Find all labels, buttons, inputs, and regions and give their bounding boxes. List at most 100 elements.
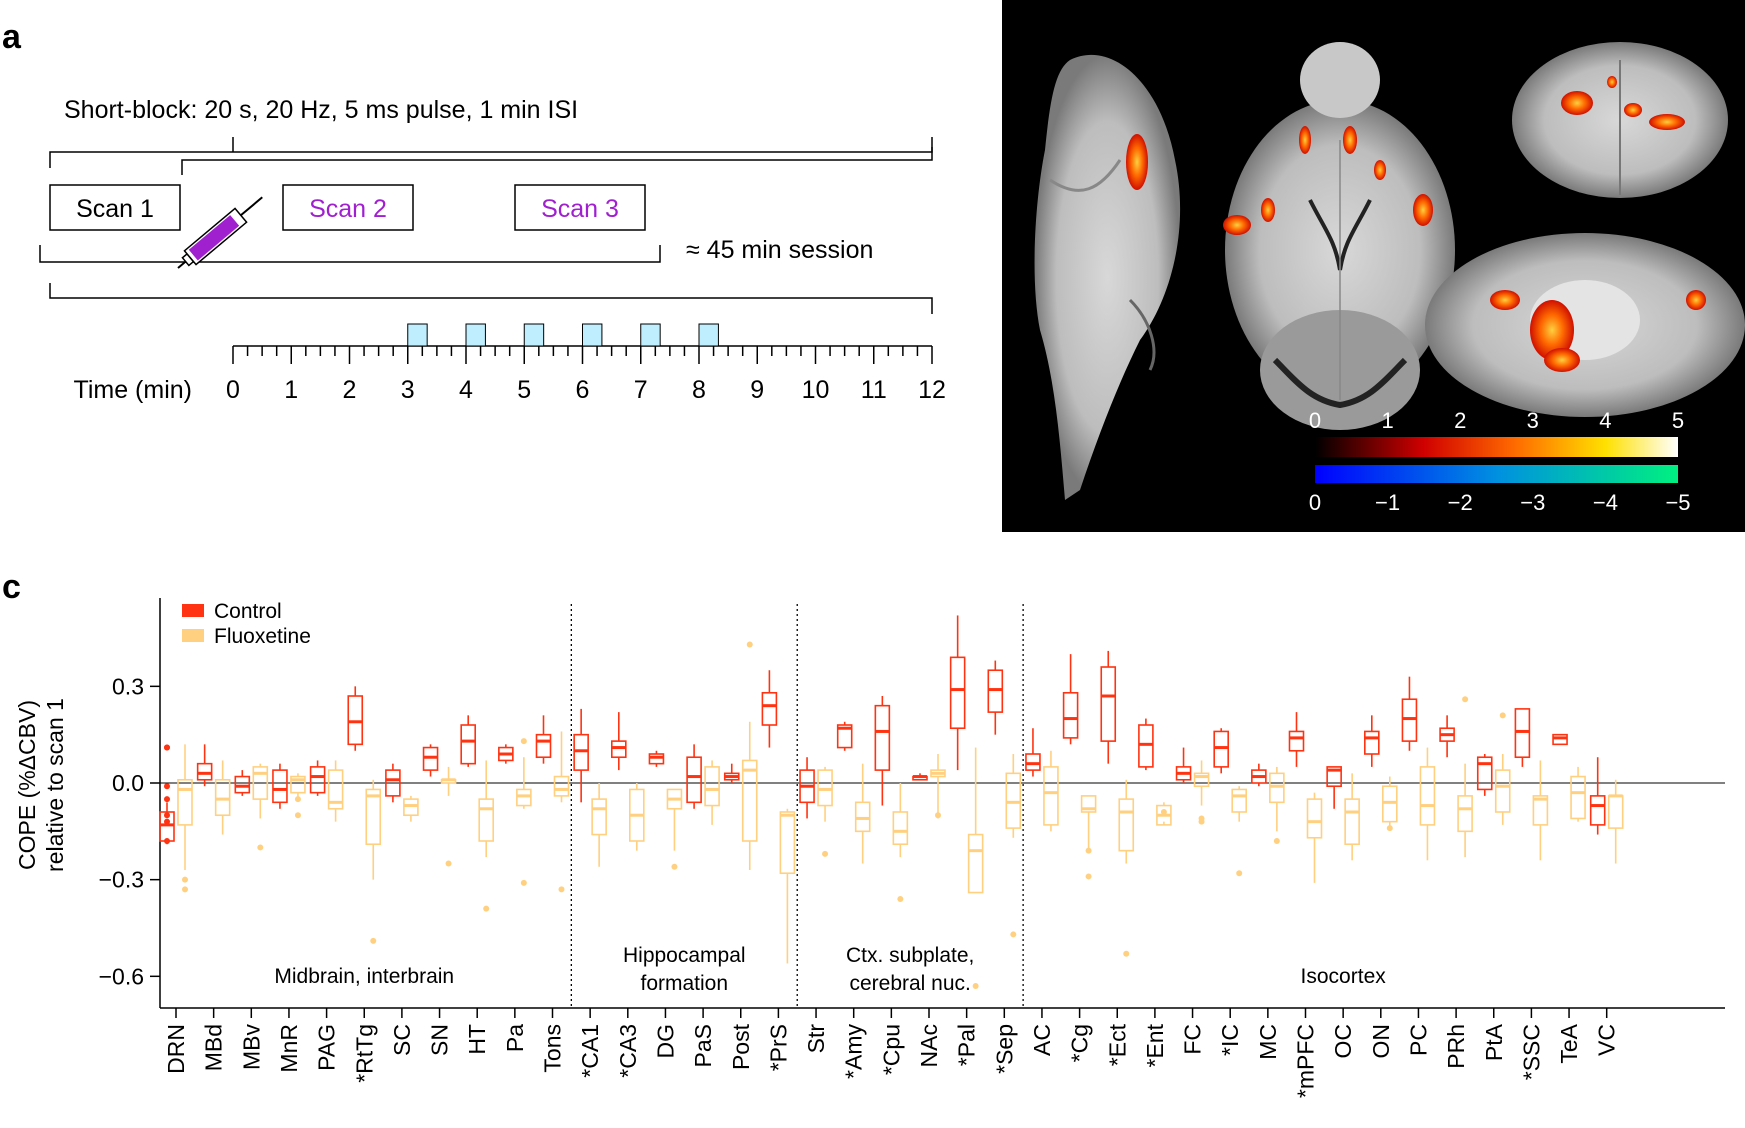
box-iqr	[741, 759, 758, 842]
control-box	[498, 744, 514, 764]
group-label: Isocortex	[1301, 965, 1387, 988]
fluoxetine-box	[214, 760, 231, 835]
box-iqr	[648, 753, 665, 765]
box-iqr	[817, 769, 833, 807]
control-box	[196, 744, 213, 787]
category-label: *Sep	[991, 1024, 1017, 1074]
control-box	[610, 712, 627, 771]
outlier-point	[164, 744, 170, 751]
outlier-point	[182, 886, 188, 893]
fluoxetine-box	[1269, 766, 1285, 832]
category-label: *CA1	[577, 1024, 603, 1078]
outlier-point	[1499, 712, 1506, 719]
fluoxetine-box	[1193, 760, 1210, 806]
colorbar-negative-tick: −5	[1665, 490, 1690, 515]
fluoxetine-box	[892, 783, 909, 858]
group-label: cerebral nuc.	[849, 972, 970, 995]
fluoxetine-box	[478, 760, 495, 858]
outlier-point	[1010, 931, 1017, 938]
box-iqr	[347, 695, 364, 746]
box-iqr	[779, 811, 796, 875]
fluoxetine-box	[1494, 754, 1511, 825]
box-iqr	[892, 811, 909, 846]
bracket-stim	[181, 147, 933, 175]
box-iqr	[365, 788, 382, 846]
stimulation-block	[698, 323, 719, 347]
control-box	[573, 708, 589, 803]
sagittal-brain-slice	[1034, 54, 1181, 500]
control-box	[987, 660, 1004, 735]
coronal-slice-bottom	[1425, 233, 1745, 417]
category-label: *IC	[1217, 1024, 1243, 1056]
fluoxetine-box	[365, 779, 382, 880]
box-iqr	[478, 798, 495, 842]
control-box	[1364, 715, 1380, 767]
fluoxetine-box	[817, 766, 833, 822]
control-box	[460, 715, 477, 767]
box-iqr	[1589, 795, 1606, 826]
control-box	[422, 744, 439, 777]
category-label: OC	[1330, 1024, 1356, 1059]
box-iqr	[761, 691, 778, 726]
category-label: MBv	[238, 1024, 264, 1071]
box-iqr	[704, 766, 720, 807]
category-label: AC	[1029, 1024, 1055, 1056]
control-box	[949, 615, 966, 771]
coronal-slice-top	[1512, 42, 1728, 198]
fluoxetine-box	[553, 731, 570, 803]
box-iqr	[1457, 795, 1473, 833]
category-label: PtA	[1481, 1023, 1507, 1061]
control-box	[648, 750, 665, 767]
box-iqr	[1062, 691, 1079, 739]
box-iqr	[177, 778, 193, 826]
control-box	[309, 760, 326, 796]
panel-c: c COPE (%ΔCBV) relative to scan 1 0.3 0.0…	[2, 568, 1725, 1098]
category-label: PAG	[314, 1024, 340, 1071]
time-tick-label: 1	[284, 376, 298, 404]
category-label: DG	[652, 1024, 678, 1059]
box-iqr	[290, 775, 306, 794]
category-label: HT	[464, 1024, 490, 1055]
control-box	[1552, 733, 1568, 746]
colorbar-positive-tick: 2	[1454, 408, 1466, 433]
group-label: Hippocampal	[623, 944, 746, 967]
category-label: *SSC	[1518, 1024, 1544, 1080]
control-box	[535, 715, 552, 764]
colorbar-negative	[1315, 465, 1678, 483]
colorbar-positive-tick: 5	[1672, 408, 1684, 433]
outlier-point	[164, 812, 170, 819]
outlier-point	[746, 641, 753, 648]
box-iqr	[1326, 766, 1342, 788]
category-label: FC	[1180, 1024, 1206, 1055]
outlier-point	[935, 812, 941, 819]
box-iqr	[1100, 666, 1117, 742]
fluoxetine-box	[854, 763, 871, 864]
box-iqr	[1570, 775, 1586, 820]
control-box	[1514, 708, 1531, 767]
y-tick-label: 0.0	[112, 770, 144, 796]
box-iqr	[1025, 753, 1041, 771]
fluoxetine-box	[779, 808, 796, 964]
session-bracket	[39, 245, 661, 263]
category-label: Tons	[540, 1024, 566, 1073]
time-tick-label: 10	[802, 376, 830, 404]
category-label: ON	[1368, 1024, 1394, 1059]
control-box	[1326, 766, 1342, 809]
y-axis-title-line2: relative to scan 1	[42, 698, 68, 872]
control-box	[874, 696, 891, 806]
control-box	[912, 773, 928, 781]
category-label: Pa	[502, 1024, 528, 1052]
fluoxetine-box	[1419, 747, 1436, 861]
box-iqr	[1118, 798, 1135, 852]
colorbar-positive	[1315, 437, 1678, 457]
stimulation-block	[640, 323, 661, 347]
scan3-label: Scan 3	[541, 195, 619, 223]
category-label: VC	[1594, 1024, 1620, 1056]
fluoxetine-box	[704, 760, 720, 825]
time-tick-label: 11	[861, 376, 887, 404]
fluoxetine-box	[666, 788, 683, 851]
box-iqr	[196, 762, 213, 781]
box-iqr	[874, 704, 891, 771]
box-iqr	[516, 788, 532, 807]
outlier-point	[164, 837, 170, 844]
